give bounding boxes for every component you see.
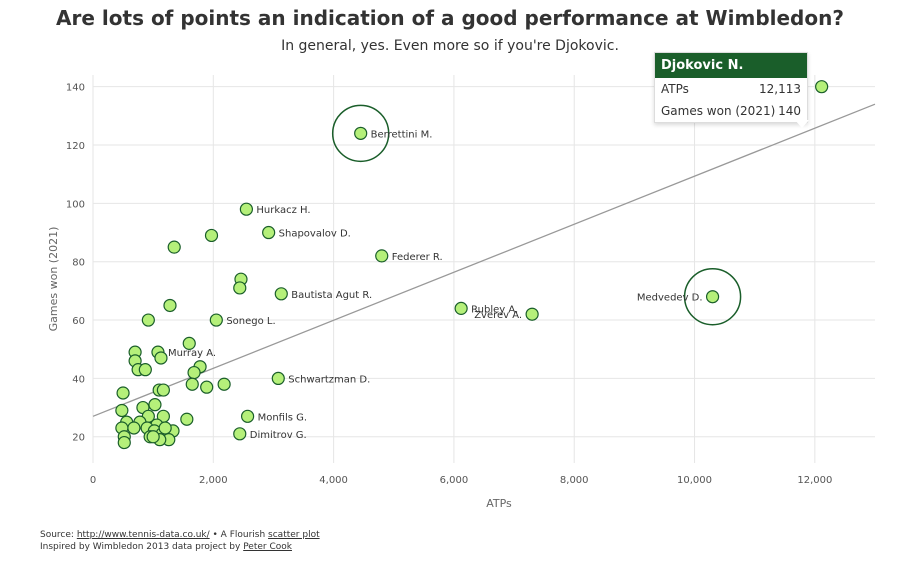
source-link[interactable]: http://www.tennis-data.co.uk/ bbox=[76, 530, 210, 540]
data-point bbox=[185, 377, 199, 391]
data-point bbox=[271, 371, 285, 385]
data-point bbox=[454, 301, 468, 315]
data-point bbox=[233, 281, 247, 295]
point-label: Bautista Agut R. bbox=[291, 290, 372, 301]
x-axis-label: ATPs bbox=[486, 497, 512, 510]
y-tick-label: 140 bbox=[66, 83, 85, 94]
tooltip-label: Games won (2021) bbox=[661, 104, 776, 118]
point-label: Rubley A. bbox=[471, 304, 518, 315]
point-label: Medvedev D. bbox=[637, 293, 703, 304]
chart-subtitle: In general, yes. Even more so if you're … bbox=[281, 38, 619, 54]
footer-source: Source: http://www.tennis-data.co.uk/ • … bbox=[40, 530, 320, 540]
footer-source-mid: • A Flourish bbox=[209, 530, 269, 540]
data-point bbox=[705, 290, 720, 304]
tooltip-value: 140 bbox=[778, 104, 801, 118]
scatter-plot-link[interactable]: scatter plot bbox=[268, 530, 320, 540]
point-label: Murray A. bbox=[168, 348, 216, 359]
y-tick-label: 100 bbox=[66, 199, 85, 210]
data-point bbox=[154, 351, 168, 365]
data-point bbox=[146, 430, 160, 444]
data-point bbox=[148, 398, 162, 412]
y-tick-label: 60 bbox=[72, 316, 85, 327]
data-point bbox=[167, 240, 181, 254]
tooltip-arrow bbox=[795, 120, 809, 128]
point-label: Schwartzman D. bbox=[288, 374, 370, 385]
data-point bbox=[354, 126, 368, 140]
data-point bbox=[240, 409, 255, 423]
data-point bbox=[217, 377, 231, 391]
tooltip-label: ATPs bbox=[661, 82, 689, 96]
tooltip: Djokovic N. ATPs 12,113 Games won (2021)… bbox=[654, 52, 809, 128]
tooltip-row-atps: ATPs 12,113 bbox=[655, 78, 807, 100]
data-point bbox=[209, 313, 223, 327]
point-label: Berrettini M. bbox=[371, 129, 433, 140]
x-tick-label: 12,000 bbox=[797, 475, 832, 486]
data-point bbox=[115, 403, 129, 418]
data-point bbox=[158, 421, 172, 435]
data-point bbox=[233, 427, 247, 441]
chart-title: Are lots of points an indication of a go… bbox=[56, 6, 844, 30]
data-point bbox=[180, 412, 194, 426]
point-label: Zverev A. bbox=[474, 310, 522, 321]
footer-inspired: Inspired by Wimbledon 2013 data project … bbox=[40, 542, 292, 552]
tooltip-row-games: Games won (2021) 140 bbox=[655, 100, 807, 122]
point-label: Shapovalov D. bbox=[279, 229, 351, 240]
x-tick-label: 2,000 bbox=[199, 475, 228, 486]
author-link[interactable]: Peter Cook bbox=[243, 542, 292, 552]
trend-line bbox=[92, 103, 876, 417]
y-axis-label: Games won (2021) bbox=[47, 227, 60, 332]
data-point bbox=[117, 435, 131, 450]
data-point bbox=[116, 386, 130, 400]
point-label: Monfils G. bbox=[258, 412, 307, 423]
highlight-ring bbox=[331, 104, 390, 163]
data-point bbox=[127, 421, 141, 435]
data-point bbox=[262, 225, 276, 240]
data-point bbox=[156, 383, 170, 397]
data-point bbox=[274, 287, 288, 301]
point-label: Sonego L. bbox=[226, 316, 275, 327]
data-point bbox=[163, 298, 177, 313]
point-label: Dimitrov G. bbox=[250, 430, 307, 441]
data-point bbox=[182, 336, 196, 350]
tooltip-value: 12,113 bbox=[759, 82, 801, 96]
data-point bbox=[239, 202, 253, 216]
x-tick-label: 0 bbox=[90, 475, 96, 486]
y-tick-label: 80 bbox=[72, 258, 85, 269]
data-point bbox=[204, 228, 219, 243]
footer-source-prefix: Source: bbox=[40, 530, 77, 540]
scatter-chart: 20 40 60 80 100 120 140 0 2,000 4,000 6,000 8,000 10… bbox=[47, 75, 876, 510]
data-point bbox=[375, 249, 389, 263]
footer-inspired-prefix: Inspired by Wimbledon 2013 data project … bbox=[40, 542, 244, 552]
data-point bbox=[525, 307, 539, 321]
x-tick-label: 8,000 bbox=[560, 475, 589, 486]
x-tick-label: 10,000 bbox=[677, 475, 712, 486]
x-tick-label: 4,000 bbox=[319, 475, 348, 486]
point-label: Federer R. bbox=[392, 252, 443, 263]
tooltip-title: Djokovic N. bbox=[655, 53, 807, 78]
data-point bbox=[141, 313, 155, 327]
highlight-ring bbox=[683, 267, 742, 326]
data-point bbox=[200, 380, 214, 394]
point-label: Hurkacz H. bbox=[256, 205, 310, 216]
y-tick-label: 20 bbox=[72, 433, 85, 444]
data-point bbox=[187, 365, 201, 380]
data-point bbox=[138, 363, 152, 377]
data-point bbox=[815, 80, 829, 94]
y-tick-label: 40 bbox=[72, 374, 85, 385]
y-tick-label: 120 bbox=[66, 141, 85, 152]
x-tick-label: 6,000 bbox=[440, 475, 469, 486]
